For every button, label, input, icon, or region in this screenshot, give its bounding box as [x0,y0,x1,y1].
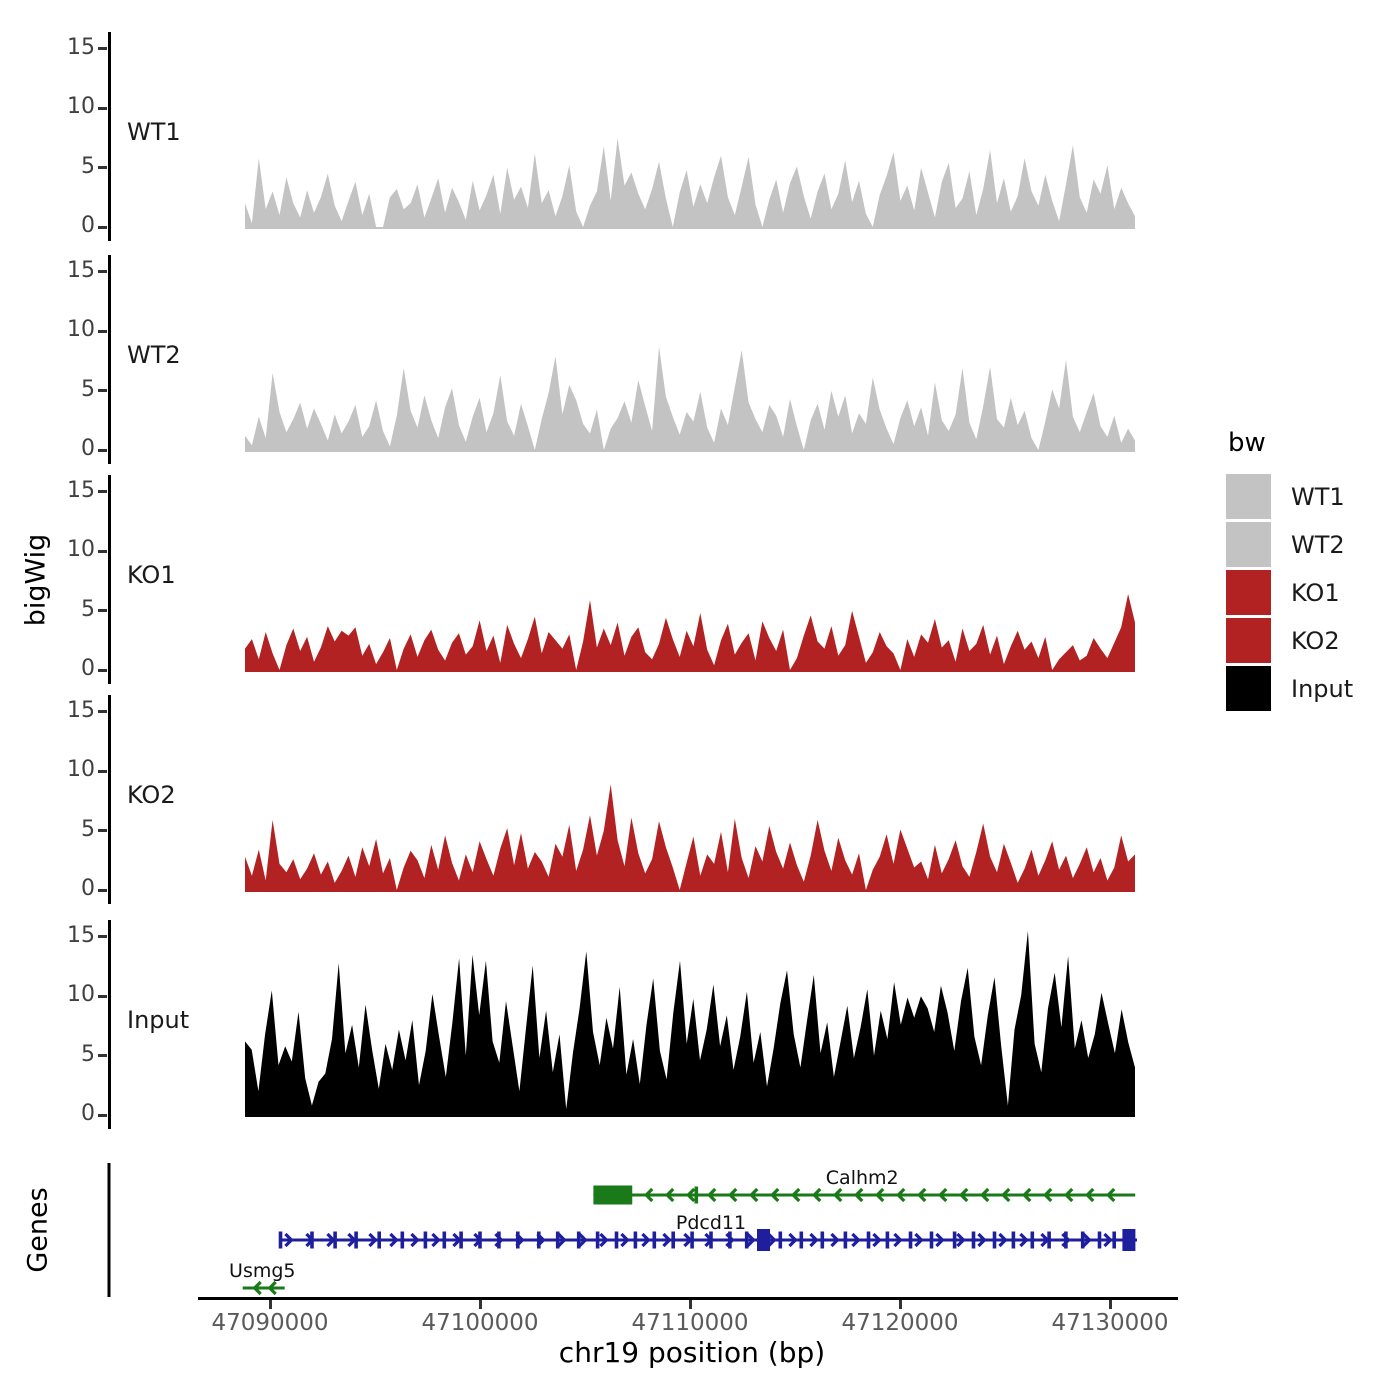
y-tick-label: 10 [67,757,95,783]
y-tick-mark [98,769,107,773]
genes-track: Calhm2 Pdcd11 Usmg5 [107,1163,1137,1297]
legend-key-swatch [1226,666,1271,711]
y-tick-mark [98,448,107,452]
coverage-area-wt1 [245,138,1135,229]
y-tick-mark [98,329,107,333]
y-tick-label: 5 [81,816,95,842]
panel-y-axis-line [107,32,111,241]
legend-entry-label: WT1 [1291,482,1345,511]
y-tick-label: 5 [81,596,95,622]
legend-entry-label: KO2 [1291,626,1340,655]
x-tick-label: 47090000 [211,1310,329,1336]
y-tick-label: 0 [81,1101,95,1126]
y-tick-label: 15 [67,34,95,60]
gene-label-usmg5: Usmg5 [229,1260,295,1282]
y-tick-label: 0 [81,876,95,901]
x-tick-label: 47120000 [841,1310,959,1336]
legend-entry-label: Input [1291,674,1354,703]
legend-entry: KO2 [1226,618,1353,663]
y-tick-mark [98,389,107,393]
legend-entry-label: WT2 [1291,530,1345,559]
y-tick-mark [98,668,107,672]
y-tick-label: 5 [81,1041,95,1067]
x-tick-mark [268,1300,272,1309]
legend-entry: WT2 [1226,522,1353,567]
y-tick-mark [98,47,107,51]
y-tick-label: 10 [67,982,95,1008]
gene-label-pdcd11: Pdcd11 [676,1212,746,1234]
panel-track-label: Input [127,1006,190,1034]
y-tick-label: 10 [67,94,95,120]
gene-label-calhm2: Calhm2 [826,1167,899,1189]
y-tick-mark [98,609,107,613]
y-tick-mark [98,710,107,714]
panel-track-label: WT1 [127,118,181,146]
gene-pdcd11: Pdcd11 [278,1212,1137,1251]
legend-key-swatch [1226,618,1271,663]
legend-entry: KO1 [1226,570,1353,615]
panel-y-axis-line [107,475,111,684]
y-tick-mark [98,270,107,274]
x-axis-title: chr19 position (bp) [558,1336,826,1369]
y-tick-label: 15 [67,922,95,948]
legend-key-swatch [1226,522,1271,567]
y-tick-label: 5 [81,153,95,179]
y-tick-label: 15 [67,697,95,723]
y-tick-label: 15 [67,257,95,283]
y-tick-mark [98,829,107,833]
legend-entry-label: KO1 [1291,578,1340,607]
y-tick-label: 5 [81,376,95,402]
x-tick-label: 47130000 [1051,1310,1169,1336]
gene-usmg5: Usmg5 [229,1260,296,1296]
y-tick-label: 10 [67,537,95,563]
coverage-area-input [245,931,1135,1117]
panel-y-axis-line [107,255,111,464]
y-tick-mark [98,935,107,939]
panel-y-axis-line [107,695,111,904]
y-tick-label: 0 [81,656,95,681]
coverage-area-ko1 [245,594,1135,672]
x-tick-mark [898,1300,902,1309]
y-tick-mark [98,1054,107,1058]
x-tick-mark [688,1300,692,1309]
legend: bw WT1 WT2 KO1 KO2 Input [1226,428,1353,714]
y-tick-mark [98,994,107,998]
gene-calhm2: Calhm2 [593,1167,1136,1205]
panel-track-label: WT2 [127,341,181,369]
legend-entries: WT1 WT2 KO1 KO2 Input [1226,474,1353,711]
x-tick-mark [1108,1300,1112,1309]
legend-entry: WT1 [1226,474,1353,519]
y-tick-label: 15 [67,477,95,503]
x-axis-line [198,1297,1178,1300]
y-tick-mark [98,549,107,553]
panel-y-axis-line [107,920,111,1129]
x-tick-mark [478,1300,482,1309]
y-tick-label: 0 [81,436,95,461]
y-tick-mark [98,888,107,892]
y-tick-mark [98,106,107,110]
x-tick-label: 47100000 [421,1310,539,1336]
y-tick-mark [98,166,107,170]
y-tick-mark [98,490,107,494]
x-tick-label: 47110000 [631,1310,749,1336]
legend-key-swatch [1226,474,1271,519]
coverage-area-wt2 [245,346,1135,452]
panel-track-label: KO1 [127,561,176,589]
legend-entry: Input [1226,666,1353,711]
coverage-area-ko2 [245,784,1135,892]
y-tick-label: 10 [67,317,95,343]
legend-title: bw [1228,428,1266,458]
y-tick-mark [98,1113,107,1117]
y-tick-label: 0 [81,213,95,238]
panel-track-label: KO2 [127,781,176,809]
legend-key-swatch [1226,570,1271,615]
y-tick-mark [98,225,107,229]
